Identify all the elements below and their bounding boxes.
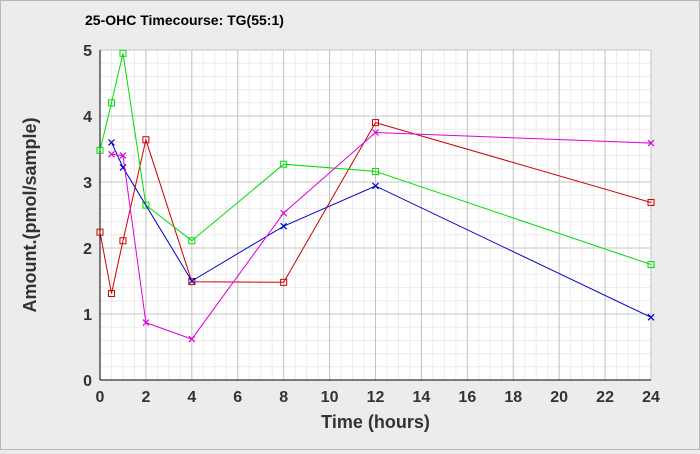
x-tick-label: 22 (596, 389, 614, 406)
x-axis-label: Time (hours) (321, 412, 430, 432)
series-4 (108, 129, 655, 343)
series-1 (96, 119, 655, 298)
x-tick-label: 12 (367, 389, 385, 406)
axes (99, 50, 651, 381)
x-tick-label: 16 (458, 389, 476, 406)
data-point (188, 335, 196, 343)
x-tick-label: 10 (321, 389, 339, 406)
series-line (99, 122, 652, 294)
data-point (280, 209, 288, 217)
data-point (142, 136, 150, 144)
data-point (96, 228, 104, 236)
y-tick-label: 4 (83, 109, 92, 126)
series-line (99, 53, 652, 265)
x-tick-label: 24 (642, 389, 660, 406)
x-tick-label: 8 (279, 389, 288, 406)
series-line (111, 142, 652, 318)
x-tick-label: 20 (550, 389, 568, 406)
data-point (647, 198, 655, 206)
y-tick-label: 1 (83, 307, 92, 324)
data-point (107, 290, 115, 298)
data-point (280, 222, 288, 230)
y-tick-label: 3 (83, 175, 92, 192)
data-point (108, 150, 115, 158)
data-point (119, 237, 127, 245)
y-tick-labels: 0 1 2 3 4 5 (83, 43, 92, 390)
data-point (280, 278, 288, 286)
x-tick-label: 18 (504, 389, 522, 406)
data-point (280, 160, 288, 168)
series-3 (108, 138, 655, 321)
y-tick-label: 2 (83, 241, 92, 258)
data-point (96, 146, 104, 154)
data-point (647, 139, 655, 147)
data-point (372, 119, 379, 127)
data-point (188, 277, 196, 285)
data-point (107, 99, 115, 107)
data-point (372, 129, 379, 136)
series-2 (96, 49, 655, 268)
data-point (108, 138, 115, 146)
x-tick-label: 6 (233, 389, 242, 406)
y-tick-label: 5 (83, 43, 92, 60)
data-point (647, 261, 655, 268)
x-tick-label: 2 (141, 389, 150, 406)
data-point (142, 319, 150, 327)
x-tick-label: 14 (413, 389, 431, 406)
y-axis-label: Amount.(pmol/sample) (20, 117, 40, 312)
series-layer (96, 49, 655, 343)
data-point (188, 278, 196, 286)
data-point (372, 167, 379, 175)
data-point (188, 237, 196, 245)
data-point (142, 201, 150, 209)
x-tick-label: 0 (96, 389, 105, 406)
data-point (119, 152, 127, 160)
x-tick-label: 4 (187, 389, 196, 406)
data-point (647, 313, 655, 321)
x-tick-labels: 0 2 4 6 8 10 12 14 16 18 20 22 24 (96, 389, 660, 406)
data-point (372, 182, 379, 190)
data-point (119, 49, 127, 57)
chart-title: 25-OHC Timecourse: TG(55:1) (85, 12, 284, 28)
y-tick-label: 0 (83, 373, 92, 390)
